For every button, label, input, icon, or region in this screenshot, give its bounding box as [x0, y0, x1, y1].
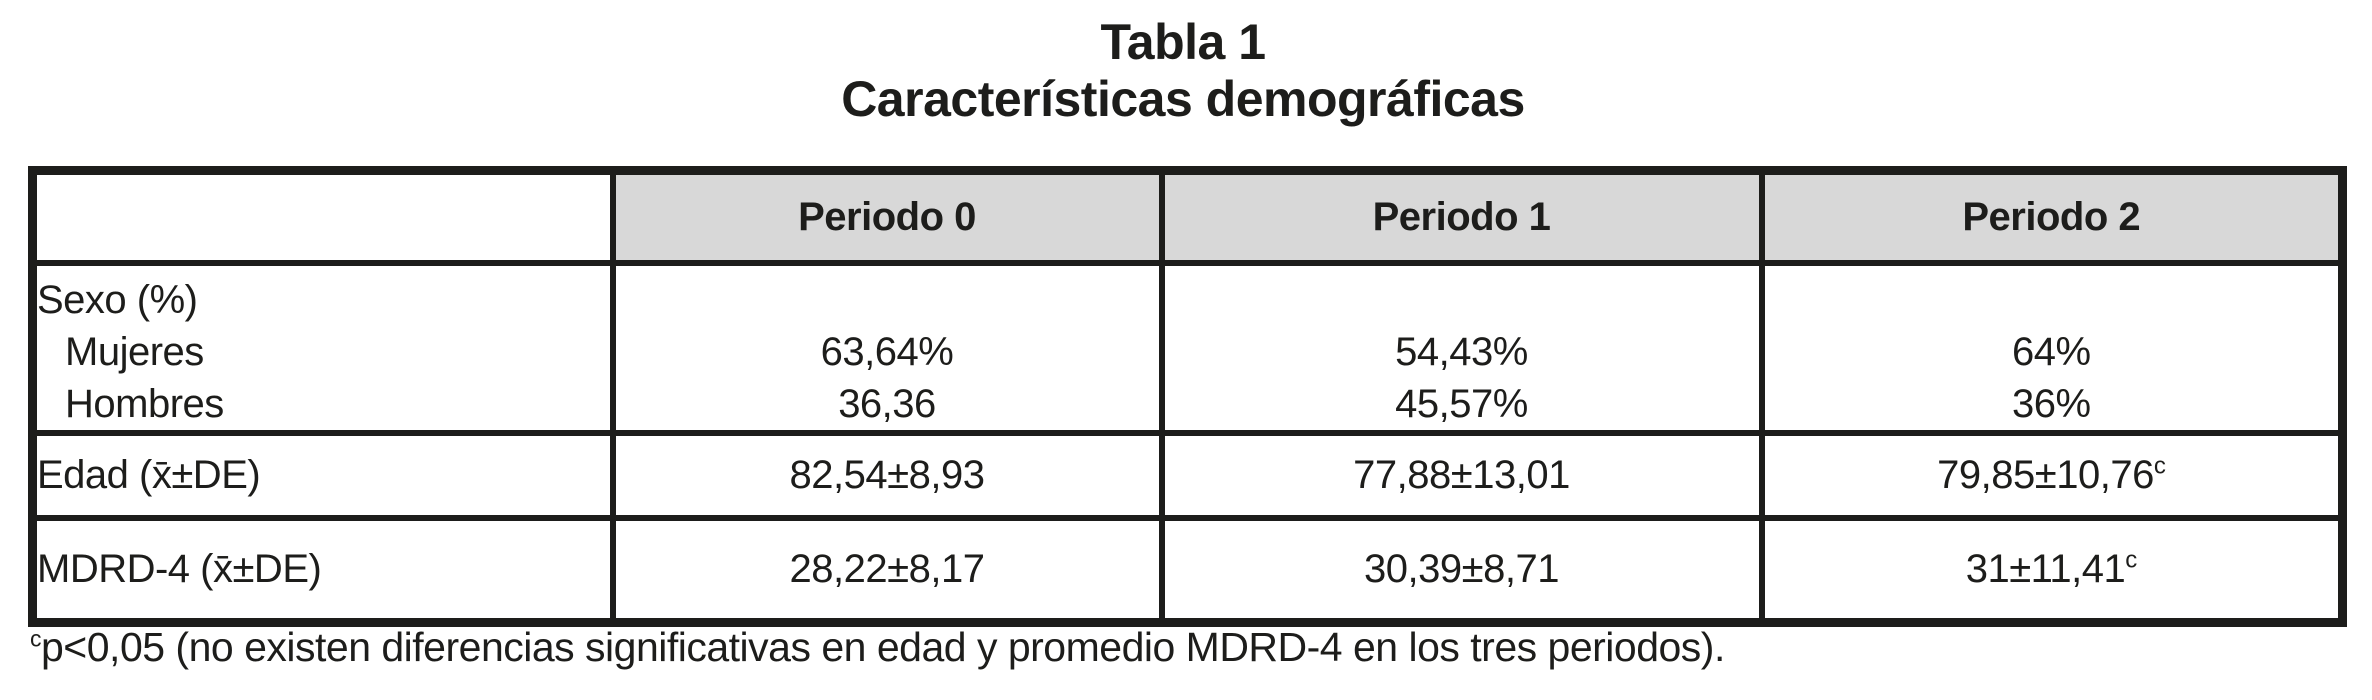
cell-edad-label: Edad (x̄±DE)	[29, 429, 616, 521]
header-periodo-1: Periodo 1	[1158, 167, 1765, 266]
sexo-p0-mujeres-value: 63,64%	[820, 329, 954, 374]
cell-mdrd-periodo-0: 28,22±8,17	[609, 514, 1165, 626]
row-sexo: Sexo (%) Mujeres Hombres 63,64% 36,36 54…	[29, 259, 2346, 436]
cell-sexo-label: Sexo (%) Mujeres Hombres	[29, 259, 616, 436]
cell-sexo-periodo-0: 63,64% 36,36	[609, 259, 1165, 436]
table-title: Tabla 1 Características demográficas	[28, 14, 2338, 128]
row-mdrd: MDRD-4 (x̄±DE) 28,22±8,17 30,39±8,71 31±…	[29, 514, 2346, 626]
spacer	[1768, 274, 2337, 326]
header-periodo-2: Periodo 2	[1758, 167, 2346, 266]
edad-p2-superscript: c	[2153, 452, 2166, 480]
mdrd-label: MDRD-4 (x̄±DE)	[37, 547, 322, 592]
row-edad: Edad (x̄±DE) 82,54±8,93 77,88±13,01 79,8…	[29, 429, 2346, 521]
cell-edad-periodo-2: 79,85±10,76c	[1758, 429, 2346, 521]
spacer	[619, 274, 1156, 326]
header-row: Periodo 0 Periodo 1 Periodo 2	[29, 167, 2346, 266]
mdrd-p2-superscript: c	[2125, 546, 2137, 574]
sexo-label: Sexo (%)	[37, 277, 198, 322]
table-title-line1: Tabla 1	[1100, 14, 1266, 70]
footnote-text: p<0,05 (no existen diferencias significa…	[41, 624, 1725, 670]
edad-label: Edad (x̄±DE)	[37, 453, 261, 497]
sexo-p2-hombres-value: 36%	[2011, 381, 2091, 426]
cell-sexo-periodo-2: 64% 36%	[1758, 259, 2346, 436]
header-empty-cell	[29, 167, 616, 266]
demographics-table: Periodo 0 Periodo 1 Periodo 2 Sexo (%) M…	[28, 166, 2347, 627]
sexo-p1-hombres-value: 45,57%	[1395, 381, 1528, 426]
mdrd-p2-value: 31±11,41	[1965, 546, 2126, 591]
sexo-sublabel-hombres: Hombres	[65, 381, 224, 426]
footnote-superscript: c	[30, 625, 42, 652]
sexo-p1-mujeres-value: 54,43%	[1395, 329, 1528, 374]
table-title-line2: Características demográficas	[841, 71, 1525, 127]
cell-edad-periodo-1: 77,88±13,01	[1158, 429, 1765, 521]
header-periodo-0: Periodo 0	[609, 167, 1165, 266]
sexo-p2-mujeres-value: 64%	[2011, 329, 2091, 374]
cell-sexo-periodo-1: 54,43% 45,57%	[1158, 259, 1765, 436]
edad-p2-value: 79,85±10,76	[1937, 452, 2154, 497]
cell-edad-periodo-0: 82,54±8,93	[609, 429, 1165, 521]
spacer	[1168, 274, 1756, 326]
cell-mdrd-periodo-1: 30,39±8,71	[1158, 514, 1765, 626]
footnote: cp<0,05 (no existen diferencias signific…	[30, 622, 1725, 672]
cell-mdrd-periodo-2: 31±11,41c	[1758, 514, 2346, 626]
cell-mdrd-label: MDRD-4 (x̄±DE)	[29, 514, 616, 626]
sexo-sublabel-mujeres: Mujeres	[65, 329, 204, 374]
sexo-p0-hombres-value: 36,36	[838, 381, 936, 426]
